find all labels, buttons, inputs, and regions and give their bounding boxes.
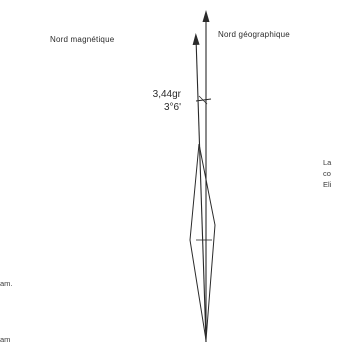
geographic-north-label: Nord géographique (218, 30, 290, 39)
magnetic-north-label: Nord magnétique (50, 35, 115, 44)
magnetic-north-arrowhead (192, 33, 200, 45)
geographic-north-arrowhead (202, 10, 210, 22)
right-margin-text-1: La (323, 158, 332, 167)
right-margin-text-3: Eli (323, 180, 332, 189)
left-margin-text-2: am (0, 335, 11, 344)
declination-tick (198, 95, 208, 105)
left-margin-text-1: am. (0, 279, 13, 288)
magnetic-north-axis (195, 37, 207, 343)
right-margin-text-2: co (323, 169, 331, 178)
declination-grades-label: 3,44gr (152, 89, 181, 100)
declination-degrees-label: 3°6' (163, 102, 181, 113)
compass-needle-outline (189, 143, 216, 341)
